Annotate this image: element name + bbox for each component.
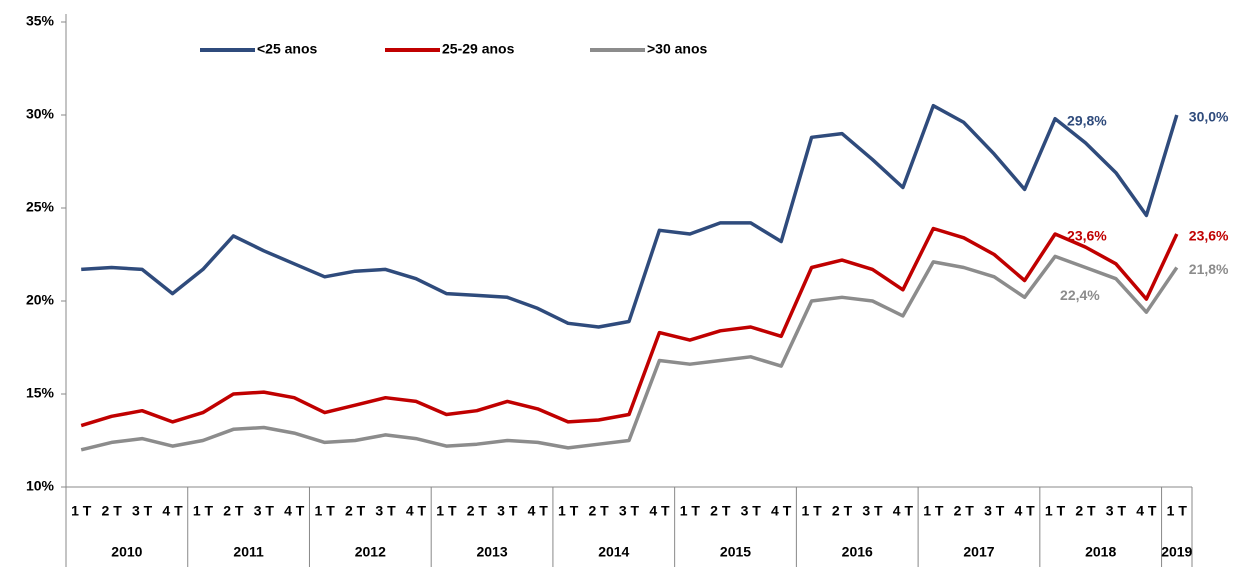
legend-label: <25 anos <box>257 41 318 57</box>
x-tick-label: 2 T <box>954 503 975 519</box>
year-label: 2011 <box>233 544 264 560</box>
x-tick-label: 1 T <box>436 503 457 519</box>
x-tick-label: 2 T <box>1075 503 1096 519</box>
year-label: 2013 <box>476 544 507 560</box>
x-tick-label: 4 T <box>284 503 305 519</box>
x-tick-label: 4 T <box>1136 503 1157 519</box>
x-tick-label: 3 T <box>984 503 1005 519</box>
x-tick-label: 3 T <box>375 503 396 519</box>
x-tick-label: 1 T <box>315 503 336 519</box>
x-tick-label: 3 T <box>497 503 518 519</box>
x-tick-label: 4 T <box>1015 503 1036 519</box>
year-label: 2017 <box>963 544 994 560</box>
x-tick-label: 3 T <box>619 503 640 519</box>
x-tick-label: 2 T <box>345 503 366 519</box>
x-tick-label: 3 T <box>254 503 275 519</box>
series-line <box>80 226 1179 428</box>
x-tick-label: 4 T <box>406 503 427 519</box>
year-label: 2016 <box>842 544 873 560</box>
year-label: 2012 <box>355 544 386 560</box>
value-label: 23,6% <box>1189 228 1229 244</box>
x-tick-label: 1 T <box>801 503 822 519</box>
x-tick-label: 4 T <box>893 503 914 519</box>
legend-label: >30 anos <box>647 41 708 57</box>
x-tick-label: 4 T <box>649 503 670 519</box>
y-tick-label: 25% <box>26 199 55 215</box>
y-tick-label: 30% <box>26 106 55 122</box>
legend-label: 25-29 anos <box>442 41 515 57</box>
year-label: 2014 <box>598 544 629 560</box>
value-label: 21,8% <box>1189 261 1229 277</box>
x-tick-label: 3 T <box>1106 503 1127 519</box>
y-tick-label: 10% <box>26 478 55 494</box>
x-tick-label: 3 T <box>132 503 153 519</box>
x-tick-label: 1 T <box>680 503 701 519</box>
y-tick-label: 15% <box>26 385 55 401</box>
x-tick-label: 1 T <box>193 503 214 519</box>
x-tick-label: 3 T <box>741 503 762 519</box>
value-label: 29,8% <box>1067 112 1107 128</box>
x-tick-label: 4 T <box>771 503 792 519</box>
x-tick-label: 2 T <box>102 503 123 519</box>
x-tick-label: 2 T <box>710 503 731 519</box>
x-tick-label: 4 T <box>528 503 549 519</box>
value-label: 30,0% <box>1189 109 1229 125</box>
x-tick-label: 1 T <box>558 503 579 519</box>
y-tick-label: 20% <box>26 292 55 308</box>
year-label: 2015 <box>720 544 751 560</box>
value-label: 23,6% <box>1067 228 1107 244</box>
value-label: 22,4% <box>1060 287 1100 303</box>
x-tick-label: 2 T <box>223 503 244 519</box>
year-label: 2010 <box>111 544 142 560</box>
series-line <box>80 254 1179 452</box>
x-tick-label: 1 T <box>1045 503 1066 519</box>
series-line <box>81 103 1179 329</box>
year-label: 2018 <box>1085 544 1116 560</box>
x-tick-label: 1 T <box>1167 503 1188 519</box>
y-tick-label: 35% <box>26 13 55 29</box>
x-tick-label: 1 T <box>71 503 92 519</box>
x-tick-label: 4 T <box>162 503 183 519</box>
x-tick-label: 2 T <box>588 503 609 519</box>
x-tick-label: 2 T <box>832 503 853 519</box>
x-tick-label: 1 T <box>923 503 944 519</box>
x-tick-label: 3 T <box>862 503 883 519</box>
x-tick-label: 2 T <box>467 503 488 519</box>
year-label: 2019 <box>1161 544 1192 560</box>
